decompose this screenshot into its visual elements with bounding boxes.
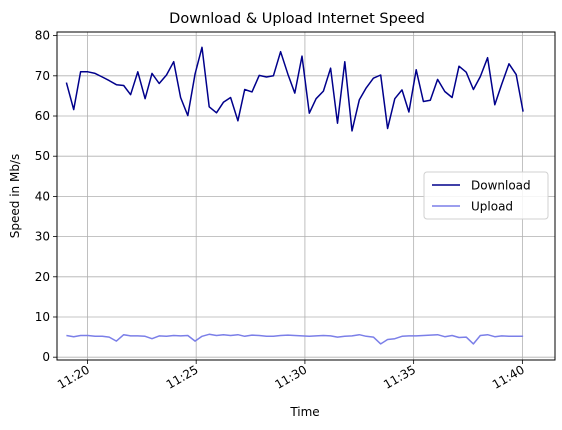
x-tick-label: 11:30 bbox=[272, 362, 309, 391]
x-tick-label: 11:20 bbox=[55, 362, 92, 391]
y-axis-label: Speed in Mb/s bbox=[8, 154, 22, 238]
y-tick-label: 30 bbox=[35, 230, 50, 244]
y-tick-label: 40 bbox=[35, 189, 50, 203]
y-tick-label: 80 bbox=[35, 29, 50, 43]
legend-label: Upload bbox=[471, 200, 513, 214]
series-lines bbox=[65, 46, 524, 345]
legend-box bbox=[423, 171, 549, 220]
y-tick-label: 0 bbox=[42, 350, 50, 364]
x-tick-label: 11:35 bbox=[381, 362, 418, 391]
series-line-download bbox=[65, 46, 524, 132]
plot-frame bbox=[56, 31, 556, 361]
legend: Download Upload bbox=[423, 171, 549, 220]
y-tick-label: 70 bbox=[35, 69, 50, 83]
y-tick-label: 50 bbox=[35, 149, 50, 163]
x-axis: 11:20 11:25 11:30 11:35 11:40 bbox=[55, 360, 527, 392]
x-axis-label: Time bbox=[289, 405, 319, 419]
y-axis: 0 10 20 30 40 50 60 70 80 bbox=[35, 29, 57, 364]
y-tick-label: 20 bbox=[35, 270, 50, 284]
legend-label: Download bbox=[471, 179, 531, 193]
series-line-upload bbox=[66, 333, 524, 345]
y-tick-label: 60 bbox=[35, 109, 50, 123]
chart-title: Download & Upload Internet Speed bbox=[169, 11, 425, 27]
x-tick-label: 11:40 bbox=[490, 362, 527, 391]
y-tick-label: 10 bbox=[35, 310, 50, 324]
x-tick-label: 11:25 bbox=[164, 362, 201, 391]
